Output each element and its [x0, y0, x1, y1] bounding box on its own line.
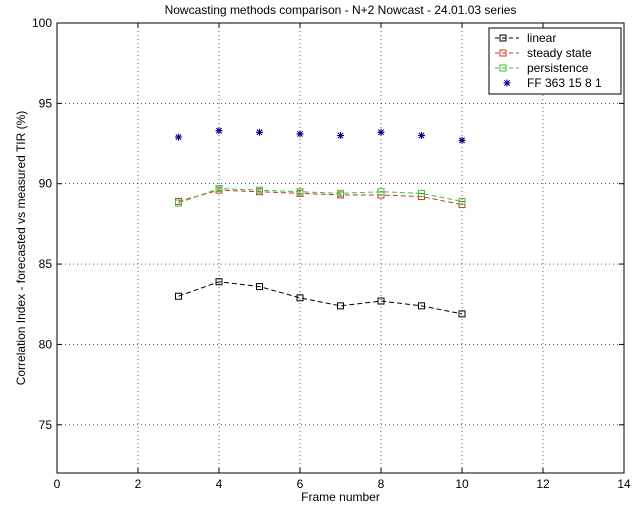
x-tick-label: 12	[536, 477, 550, 491]
y-axis-label: Correlation Index - forecasted vs measur…	[14, 111, 28, 386]
x-tick-label: 10	[455, 477, 469, 491]
legend-label-persistence: persistence	[527, 61, 589, 75]
plot-area-frame	[56, 22, 625, 474]
data-point-persistence	[418, 189, 425, 197]
x-tick-label: 8	[378, 477, 385, 491]
data-point-linear	[377, 297, 385, 305]
data-point-ff-363-15-8-1	[256, 128, 263, 136]
data-point-linear	[296, 294, 304, 302]
data-point-ff-363-15-8-1	[337, 132, 344, 139]
legend-marker-ff-363-15-8-1	[503, 79, 511, 87]
data-point-persistence	[458, 197, 466, 205]
y-tick-label: 95	[39, 96, 53, 110]
data-point-persistence	[215, 185, 223, 193]
legend-marker-persistence	[499, 64, 507, 72]
legend-label-ff-363-15-8-1: FF 363 15 8 1	[527, 76, 602, 90]
data-point-persistence	[296, 188, 304, 196]
data-point-linear	[175, 292, 182, 300]
series-line-persistence	[178, 188, 463, 204]
legend-label-steady-state: steady state	[527, 46, 592, 60]
y-tick-label: 85	[39, 257, 53, 271]
data-point-linear	[337, 302, 344, 310]
data-point-persistence	[337, 189, 344, 197]
data-point-linear	[458, 310, 466, 318]
series-line-steady-state	[178, 189, 463, 206]
data-point-ff-363-15-8-1	[377, 128, 385, 136]
x-tick-label: 4	[216, 477, 223, 491]
y-tick-label: 75	[39, 418, 53, 432]
data-point-ff-363-15-8-1	[418, 132, 425, 139]
legend-label-linear: linear	[527, 31, 556, 45]
data-point-ff-363-15-8-1	[296, 130, 304, 138]
x-tick-label: 6	[297, 477, 304, 491]
data-point-ff-363-15-8-1	[175, 133, 182, 141]
x-tick-label: 0	[54, 477, 61, 491]
x-tick-label: 14	[617, 477, 631, 491]
data-point-linear	[215, 278, 223, 286]
y-tick-label: 100	[32, 16, 52, 30]
series-line-linear	[178, 281, 463, 315]
chart-title: Nowcasting methods comparison - N+2 Nowc…	[165, 3, 517, 17]
data-point-ff-363-15-8-1	[458, 136, 466, 144]
x-tick-label: 2	[135, 477, 142, 491]
data-point-linear	[256, 283, 263, 291]
data-point-ff-363-15-8-1	[215, 127, 223, 135]
x-axis-label: Frame number	[301, 490, 380, 504]
legend-marker-linear	[499, 34, 507, 42]
y-tick-label: 90	[39, 177, 53, 191]
data-point-linear	[418, 302, 425, 310]
data-point-persistence	[256, 186, 263, 194]
data-point-persistence	[175, 199, 182, 207]
legend-marker-steady-state	[499, 49, 507, 57]
y-tick-label: 80	[39, 337, 53, 351]
legend-box	[488, 27, 622, 95]
data-point-persistence	[377, 188, 385, 196]
